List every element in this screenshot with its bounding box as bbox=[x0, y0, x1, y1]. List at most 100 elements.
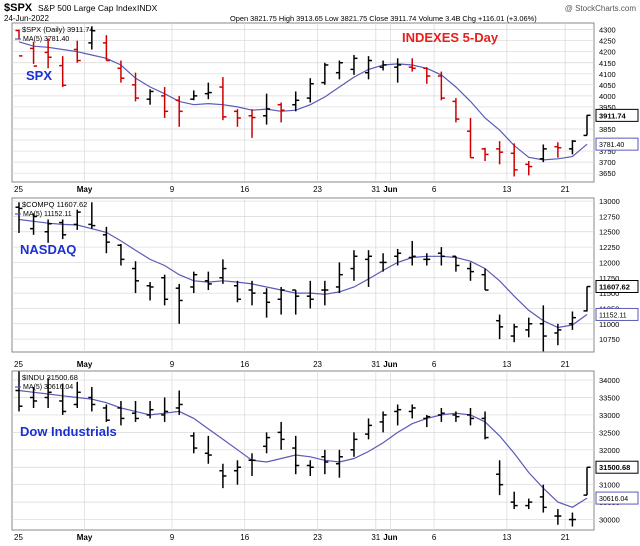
ohlc-bar bbox=[583, 466, 591, 496]
panel-0: 3650370037503800385039003950400040504100… bbox=[11, 22, 639, 194]
series-legend-symbol: $SPX (Daily) 3911.74 bbox=[22, 25, 94, 34]
ohlc-bar bbox=[583, 285, 591, 312]
y-tick-label: 4250 bbox=[599, 37, 616, 46]
x-tick-label: 31 bbox=[371, 185, 380, 194]
ohlc-bar bbox=[394, 248, 402, 266]
chart-date: 24-Jun-2022 bbox=[4, 14, 49, 23]
ohlc-bar bbox=[379, 60, 387, 71]
ohlc-bar bbox=[408, 58, 416, 72]
ohlc-bar bbox=[292, 435, 300, 475]
y-tick-label: 33500 bbox=[599, 394, 620, 403]
ohlc-bar bbox=[117, 60, 125, 83]
y-tick-label: 32500 bbox=[599, 428, 620, 437]
ohlc-bar bbox=[204, 271, 212, 291]
y-tick-label: 4100 bbox=[599, 70, 616, 79]
y-tick-label: 12500 bbox=[599, 228, 620, 237]
ohlc-bar bbox=[554, 142, 562, 158]
x-tick-label: 13 bbox=[502, 533, 511, 542]
x-tick-label: 6 bbox=[432, 185, 437, 194]
ohlc-bar bbox=[481, 268, 489, 291]
last-value-tag bbox=[595, 460, 639, 474]
y-tick-label: 3850 bbox=[599, 125, 616, 134]
ohlc-bar bbox=[335, 449, 343, 478]
ohlc-bar bbox=[394, 404, 402, 426]
ohlc-bar bbox=[88, 26, 96, 50]
ohlc-bar bbox=[117, 244, 125, 266]
ohlc-bar bbox=[233, 460, 241, 485]
ohlc-bar bbox=[146, 400, 154, 419]
x-tick-label: 31 bbox=[371, 533, 380, 542]
ohlc-bar bbox=[539, 484, 547, 513]
ma-value-label: 30616.04 bbox=[599, 496, 628, 503]
ohlc-bar bbox=[350, 55, 358, 75]
x-tick-label: Jun bbox=[383, 185, 397, 194]
ohlc-bar bbox=[481, 411, 489, 440]
ohlc-bar bbox=[525, 498, 533, 510]
x-tick-label: May bbox=[77, 533, 93, 542]
y-tick-label: 12000 bbox=[599, 258, 620, 267]
ohlc-bar bbox=[59, 383, 67, 415]
x-tick-label: 25 bbox=[14, 533, 23, 542]
ohlc-bar bbox=[423, 414, 431, 428]
panel-frame bbox=[11, 197, 595, 353]
x-tick-label: May bbox=[77, 360, 93, 369]
x-tick-label: 9 bbox=[170, 360, 175, 369]
panel-frame bbox=[11, 22, 595, 183]
ohlc-bar bbox=[175, 283, 183, 324]
ohlc-bar bbox=[15, 29, 23, 57]
ohlc-bar bbox=[510, 491, 518, 510]
ma-legend-label: MA(5) 3781.40 bbox=[23, 36, 69, 43]
ohlc-bar bbox=[132, 72, 140, 102]
ohlc-bar bbox=[568, 311, 576, 330]
ohlc-bar bbox=[88, 202, 96, 229]
ohlc-bar bbox=[30, 213, 38, 235]
ohlc-bar bbox=[539, 144, 547, 163]
ohlc-bar bbox=[44, 378, 52, 408]
x-tick-label: 16 bbox=[240, 360, 249, 369]
y-tick-label: 11000 bbox=[599, 320, 619, 329]
y-tick-label: 32000 bbox=[599, 446, 620, 455]
ohlc-bar bbox=[437, 71, 445, 101]
ohlc-bar bbox=[510, 143, 518, 177]
ohlc-bar bbox=[102, 226, 110, 254]
x-tick-label: 9 bbox=[170, 533, 175, 542]
ohlc-bar bbox=[102, 35, 110, 62]
ohlc-bar bbox=[59, 56, 67, 88]
ohlc-bar bbox=[481, 147, 489, 162]
x-tick-label: 13 bbox=[502, 185, 511, 194]
ohlc-bar bbox=[15, 202, 23, 233]
ohlc-bar bbox=[365, 56, 373, 80]
ohlc-bar bbox=[161, 87, 169, 118]
series-legend-symbol: $INDU 31500.68 bbox=[22, 373, 78, 382]
x-tick-label: 21 bbox=[561, 360, 570, 369]
x-tick-label: 25 bbox=[14, 360, 23, 369]
y-tick-label: 12250 bbox=[599, 243, 620, 252]
ohlc-bar bbox=[510, 323, 518, 343]
series-legend-symbol: $COMPQ 11607.62 bbox=[22, 200, 87, 209]
moving-average-line bbox=[18, 218, 588, 329]
ohlc-bar bbox=[466, 407, 474, 426]
ohlc-bar bbox=[204, 82, 212, 100]
panel-title: Dow Industrials bbox=[20, 424, 117, 439]
ohlc-bar bbox=[146, 282, 154, 301]
y-tick-label: 4000 bbox=[599, 92, 616, 101]
last-value-tag bbox=[595, 279, 639, 293]
chart-header: $SPX S&P 500 Large Cap Index INDX 24-Jun… bbox=[4, 2, 636, 23]
index-name: S&P 500 Large Cap Index bbox=[38, 3, 137, 13]
ma-legend-label: MA(5) 11152.11 bbox=[23, 211, 72, 218]
y-tick-label: 4150 bbox=[599, 59, 616, 68]
ma-value-label: 11152.11 bbox=[599, 312, 627, 319]
moving-average-line bbox=[18, 389, 588, 508]
ohlc-bar bbox=[554, 509, 562, 525]
ohlc-bar bbox=[335, 262, 343, 294]
ohlc-bar bbox=[292, 289, 300, 315]
x-tick-label: 16 bbox=[240, 185, 249, 194]
ohlc-bar bbox=[73, 209, 81, 230]
ohlc-bar bbox=[408, 240, 416, 266]
ohlc-bar bbox=[452, 255, 460, 272]
x-tick-label: 23 bbox=[313, 533, 322, 542]
ohlc-bar bbox=[496, 141, 504, 165]
y-tick-label: 3700 bbox=[599, 158, 616, 167]
ohlc-bar bbox=[350, 432, 358, 457]
ohlc-bar bbox=[146, 89, 154, 105]
